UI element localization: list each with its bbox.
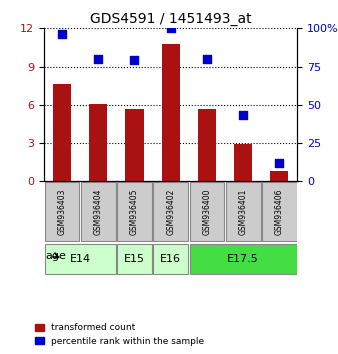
Point	[204, 56, 210, 62]
Text: GSM936405: GSM936405	[130, 188, 139, 235]
FancyBboxPatch shape	[153, 244, 188, 274]
FancyBboxPatch shape	[117, 244, 152, 274]
Text: GSM936406: GSM936406	[275, 188, 284, 235]
Title: GDS4591 / 1451493_at: GDS4591 / 1451493_at	[90, 12, 251, 26]
Point	[96, 56, 101, 62]
Bar	[162, 44, 180, 181]
FancyBboxPatch shape	[190, 244, 297, 274]
Point	[168, 25, 173, 31]
Text: GSM936403: GSM936403	[57, 188, 67, 235]
Point	[59, 32, 65, 37]
FancyBboxPatch shape	[153, 182, 188, 241]
Bar	[270, 171, 288, 181]
Bar	[89, 104, 107, 181]
FancyBboxPatch shape	[81, 182, 116, 241]
Text: GSM936401: GSM936401	[239, 188, 248, 235]
FancyBboxPatch shape	[190, 182, 224, 241]
Text: E16: E16	[160, 254, 181, 264]
Point	[276, 160, 282, 166]
FancyBboxPatch shape	[262, 182, 297, 241]
Text: GSM936400: GSM936400	[202, 188, 211, 235]
Text: GSM936402: GSM936402	[166, 188, 175, 235]
FancyBboxPatch shape	[117, 182, 152, 241]
FancyBboxPatch shape	[45, 182, 79, 241]
Bar	[125, 109, 144, 181]
Text: E14: E14	[70, 254, 91, 264]
Legend: transformed count, percentile rank within the sample: transformed count, percentile rank withi…	[31, 320, 208, 349]
Text: GSM936404: GSM936404	[94, 188, 103, 235]
Text: E15: E15	[124, 254, 145, 264]
FancyBboxPatch shape	[45, 244, 116, 274]
Text: E17.5: E17.5	[227, 254, 259, 264]
Bar	[53, 84, 71, 181]
FancyBboxPatch shape	[226, 182, 261, 241]
Bar	[198, 109, 216, 181]
Point	[132, 58, 137, 63]
Text: age: age	[46, 251, 67, 261]
Point	[240, 113, 246, 118]
Bar	[234, 144, 252, 181]
